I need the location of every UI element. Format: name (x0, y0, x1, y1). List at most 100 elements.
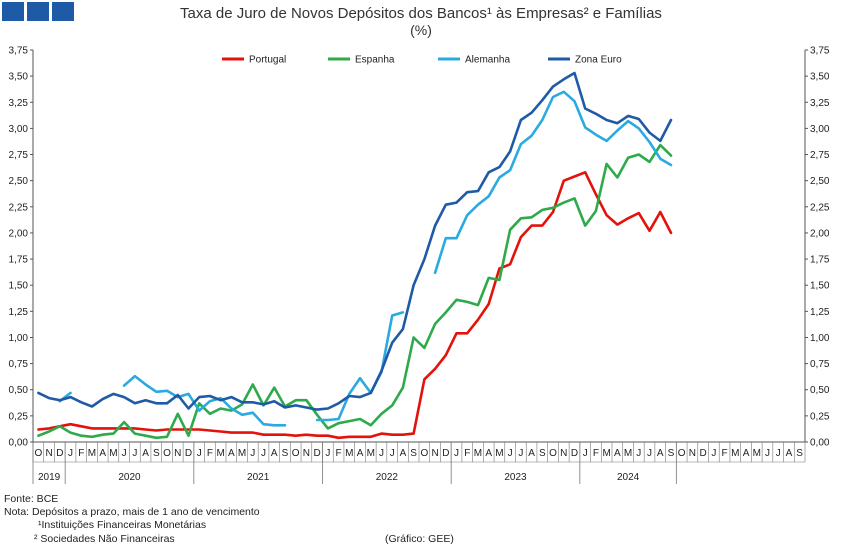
x-month-label: S (539, 448, 546, 459)
x-month-label: J (765, 448, 770, 459)
x-month-label: N (431, 448, 438, 459)
x-month-label: M (602, 448, 610, 459)
y-tick-label-left: 1,75 (9, 255, 29, 266)
x-month-label: J (261, 448, 266, 459)
legend-label-portugal: Portugal (249, 55, 286, 66)
y-tick-label-right: 3,00 (810, 124, 830, 135)
x-month-label: J (636, 448, 641, 459)
x-month-label: J (250, 448, 255, 459)
y-tick-label-right: 1,75 (810, 255, 830, 266)
x-month-label: M (109, 448, 117, 459)
x-month-label: A (528, 448, 535, 459)
legend-label-alemanha: Alemanha (465, 55, 510, 66)
x-month-label: A (657, 448, 664, 459)
chart-credit: (Gráfico: GEE) (385, 533, 454, 545)
x-month-label: J (647, 448, 652, 459)
x-year-label: 2023 (504, 472, 527, 483)
x-month-label: N (174, 448, 181, 459)
x-month-label: J (379, 448, 384, 459)
y-tick-label-left: 1,00 (9, 333, 29, 344)
y-tick-label-left: 0,00 (9, 438, 29, 449)
y-tick-label-left: 3,50 (9, 72, 29, 83)
x-month-label: A (786, 448, 793, 459)
x-month-label: J (132, 448, 137, 459)
y-tick-label-right: 0,25 (810, 411, 830, 422)
x-month-label: N (560, 448, 567, 459)
x-month-label: A (485, 448, 492, 459)
y-tick-label-left: 1,50 (9, 281, 29, 292)
x-month-label: A (743, 448, 750, 459)
x-month-label: S (410, 448, 417, 459)
x-month-label: D (185, 448, 192, 459)
x-month-label: J (68, 448, 73, 459)
x-month-label: A (99, 448, 106, 459)
y-tick-label-left: 2,00 (9, 228, 29, 239)
x-month-label: A (228, 448, 235, 459)
x-month-label: F (78, 448, 84, 459)
x-month-label: J (122, 448, 127, 459)
x-month-label: S (668, 448, 675, 459)
x-month-label: O (292, 448, 300, 459)
x-month-label: N (45, 448, 52, 459)
y-tick-label-right: 0,50 (810, 385, 830, 396)
y-tick-label-left: 2,25 (9, 202, 29, 213)
x-month-label: M (88, 448, 96, 459)
y-tick-label-right: 1,50 (810, 281, 830, 292)
y-tick-label-left: 2,75 (9, 150, 29, 161)
y-tick-label-right: 3,25 (810, 98, 830, 109)
x-month-label: M (495, 448, 503, 459)
x-month-label: D (314, 448, 321, 459)
x-year-label: 2021 (247, 472, 270, 483)
x-month-label: J (454, 448, 459, 459)
x-year-label: 2019 (38, 472, 61, 483)
y-tick-label-right: 3,50 (810, 72, 830, 83)
x-month-label: O (34, 448, 42, 459)
x-year-label: 2020 (118, 472, 141, 483)
series-line-espanha (37, 143, 673, 440)
x-month-label: O (420, 448, 428, 459)
y-tick-label-left: 0,75 (9, 359, 29, 370)
y-tick-label-left: 0,25 (9, 411, 29, 422)
chart-notes: Fonte: BCE Nota: Depósitos a prazo, mais… (4, 493, 260, 546)
y-tick-label-right: 0,00 (810, 438, 830, 449)
maturity-note: Nota: Depósitos a prazo, mais de 1 ano d… (4, 506, 260, 519)
x-month-label: D (56, 448, 63, 459)
x-month-label: N (689, 448, 696, 459)
x-month-label: A (400, 448, 407, 459)
x-month-label: F (464, 448, 470, 459)
x-month-label: A (614, 448, 621, 459)
x-month-label: N (303, 448, 310, 459)
x-month-label: O (678, 448, 686, 459)
x-month-label: J (197, 448, 202, 459)
source-note: Fonte: BCE (4, 493, 59, 505)
legend-label-espanha: Espanha (355, 55, 395, 66)
x-month-label: M (474, 448, 482, 459)
legend-label-zona-euro: Zona Euro (575, 55, 622, 66)
x-month-label: D (700, 448, 707, 459)
x-month-label: A (357, 448, 364, 459)
x-month-label: D (442, 448, 449, 459)
x-month-label: J (508, 448, 513, 459)
series-line-portugal (37, 171, 673, 440)
x-month-label: F (722, 448, 728, 459)
x-month-label: J (776, 448, 781, 459)
x-month-label: O (549, 448, 557, 459)
x-month-label: J (325, 448, 330, 459)
y-tick-label-left: 3,75 (9, 46, 29, 57)
y-tick-label-left: 3,00 (9, 124, 29, 135)
x-month-label: S (153, 448, 160, 459)
x-month-label: M (753, 448, 761, 459)
y-tick-label-right: 2,25 (810, 202, 830, 213)
footnote-2: ² Sociedades Não Financeiras (34, 532, 175, 545)
y-tick-label-right: 2,50 (810, 176, 830, 187)
y-tick-label-left: 3,25 (9, 98, 29, 109)
series-line-zona-euro (37, 71, 673, 411)
x-month-label: F (593, 448, 599, 459)
x-month-label: M (367, 448, 375, 459)
y-tick-label-right: 1,00 (810, 333, 830, 344)
chart-subtitle: (%) (410, 22, 432, 38)
x-month-label: F (336, 448, 342, 459)
x-month-label: S (282, 448, 289, 459)
y-tick-label-right: 2,00 (810, 228, 830, 239)
